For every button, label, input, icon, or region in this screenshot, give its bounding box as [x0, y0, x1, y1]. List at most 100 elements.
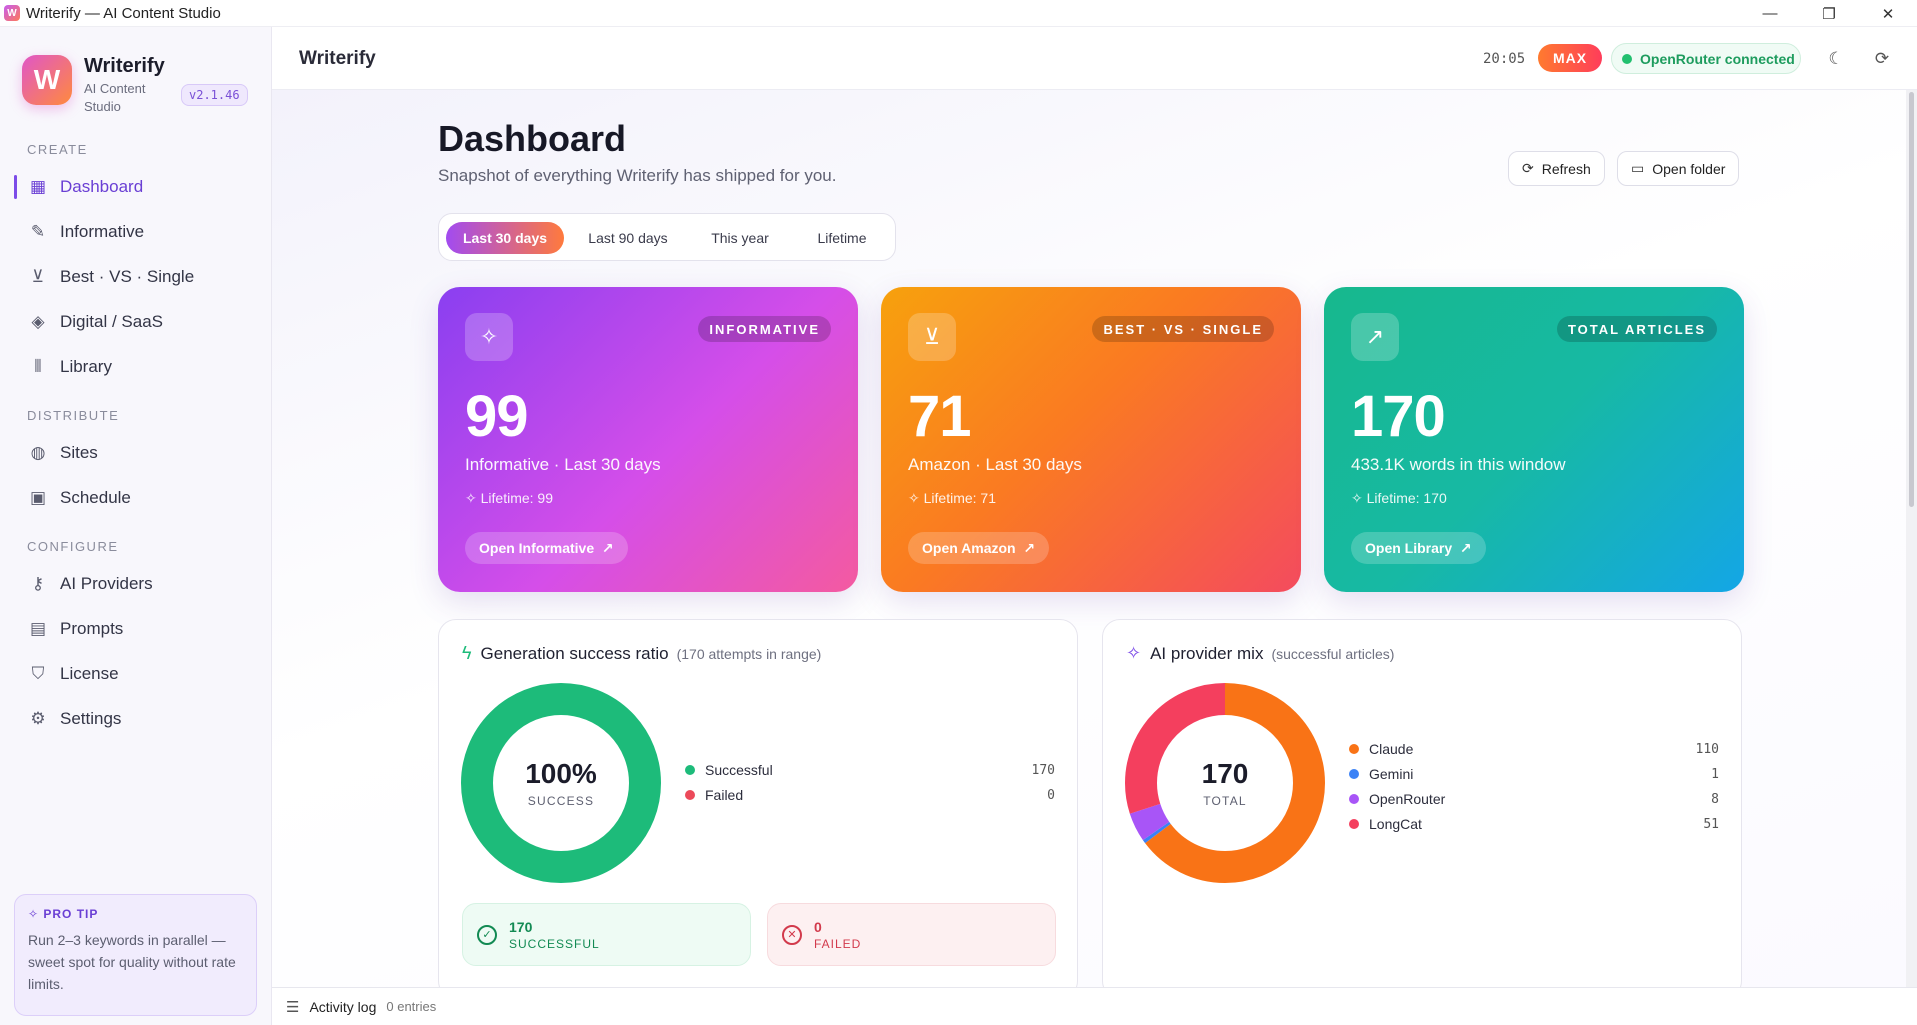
clock: 20:05 — [1483, 51, 1526, 67]
window-title: Writerify — AI Content Studio — [26, 4, 221, 22]
globe-icon: ◍ — [30, 443, 46, 462]
logo: W — [22, 55, 72, 105]
panel-note: (170 attempts in range) — [676, 645, 822, 662]
card-subtitle: Informative · Last 30 days — [465, 455, 661, 474]
legend-label: OpenRouter — [1369, 791, 1446, 807]
scrollbar-track[interactable] — [1906, 90, 1917, 987]
legend-item-longcat: LongCat 51 — [1349, 814, 1719, 834]
refresh-icon: ⟳ — [1522, 160, 1534, 176]
donut-slice-successful — [461, 683, 661, 883]
maximize-button[interactable]: ❐ — [1822, 5, 1836, 23]
sparkle-icon: ✧ — [908, 490, 924, 506]
sidebar-item-settings[interactable]: ⚙ Settings — [14, 700, 259, 738]
success-donut-chart — [461, 683, 661, 883]
sidebar-item-label: Informative — [60, 222, 145, 241]
page-subtitle: Snapshot of everything Writerify has shi… — [438, 166, 837, 185]
tab-this-year[interactable]: This year — [711, 230, 769, 246]
sidebar-item-prompts[interactable]: ▤ Prompts — [14, 610, 259, 648]
card-lifetime: ✧ Lifetime: 170 — [1351, 490, 1447, 506]
header-title: Writerify — [299, 48, 376, 69]
top-header: Writerify 20:05 MAX OpenRouter connected… — [272, 27, 1917, 90]
range-selector: Last 30 days Last 90 days This year Life… — [438, 213, 896, 261]
card-subtitle: 433.1K words in this window — [1351, 455, 1566, 474]
sidebar-item-dashboard[interactable]: ▦ Dashboard — [14, 168, 259, 206]
tab-lifetime[interactable]: Lifetime — [817, 230, 867, 246]
connection-status[interactable]: OpenRouter connected — [1611, 43, 1801, 74]
main-content: Dashboard Snapshot of everything Writeri… — [272, 90, 1917, 987]
stat-card-informative: ✧ INFORMATIVE 99 Informative · Last 30 d… — [438, 287, 858, 592]
legend-dot — [1349, 769, 1359, 779]
sidebar-item-label: Best · VS · Single — [60, 267, 195, 286]
successful-count-pill: ✓ 170 SUCCESSFUL — [462, 903, 751, 966]
check-circle-icon: ✓ — [477, 924, 497, 945]
sidebar-item-informative[interactable]: ✎ Informative — [14, 213, 259, 251]
sparkle-icon: ✧ — [1351, 490, 1367, 506]
card-subtitle: Amazon · Last 30 days — [908, 455, 1082, 474]
card-value: 71 — [908, 384, 972, 449]
open-library-button[interactable]: Open Library ↗ — [1351, 532, 1486, 564]
calendar-icon: ▣ — [29, 488, 47, 507]
sidebar-item-label: Library — [60, 357, 112, 376]
legend-dot — [1349, 744, 1359, 754]
library-icon: ⫴ — [34, 357, 42, 376]
theme-toggle-moon-icon[interactable]: ☾ — [1828, 49, 1844, 68]
sync-icon[interactable]: ⟳ — [1874, 49, 1890, 68]
activity-log-bar[interactable]: ☰ Activity log 0 entries — [272, 987, 1917, 1025]
page-title: Dashboard — [438, 118, 627, 159]
donut-center: 100% SUCCESS — [461, 683, 661, 883]
sidebar-item-label: Digital / SaaS — [60, 312, 163, 331]
minimize-button[interactable]: — — [1762, 5, 1778, 22]
magic-wand-icon: ✧ — [465, 313, 513, 361]
refresh-button[interactable]: ⟳ Refresh — [1508, 151, 1605, 186]
legend-item-successful: Successful 170 — [685, 760, 1055, 780]
open-informative-button[interactable]: Open Informative ↗ — [465, 532, 628, 564]
document-icon: ▤ — [29, 619, 47, 638]
sidebar-item-ai-providers[interactable]: ⚷ AI Providers — [14, 565, 259, 603]
shield-icon: ⛉ — [31, 664, 45, 683]
legend-item-openrouter: OpenRouter 8 — [1349, 789, 1719, 809]
sidebar-item-schedule[interactable]: ▣ Schedule — [14, 479, 259, 517]
arrow-up-right-icon: ↗ — [1452, 539, 1472, 556]
sparkle-icon: ✧ — [465, 490, 481, 506]
tab-last-30-days[interactable]: Last 30 days — [446, 222, 564, 254]
pro-tip-body: Run 2–3 keywords in parallel — sweet spo… — [28, 932, 236, 992]
scrollbar-thumb[interactable] — [1909, 92, 1914, 507]
sidebar-item-label: Schedule — [60, 488, 131, 507]
tab-last-90-days[interactable]: Last 90 days — [588, 230, 668, 246]
legend-item-gemini: Gemini 1 — [1349, 764, 1719, 784]
sidebar-item-label: Sites — [60, 443, 98, 462]
panel-title: Generation success ratio — [480, 643, 669, 663]
legend-label: Successful — [705, 762, 773, 778]
sidebar-item-license[interactable]: ⛉ License — [14, 655, 259, 693]
legend-label: LongCat — [1369, 816, 1422, 832]
trending-up-icon: ↗ — [1351, 313, 1399, 361]
donut-center: 170 TOTAL — [1125, 683, 1325, 883]
sidebar-item-digital-saas[interactable]: ◈ Digital / SaaS — [14, 303, 259, 341]
legend-value: 1 — [1711, 766, 1719, 782]
app-icon: W — [4, 5, 20, 21]
card-lifetime: ✧ Lifetime: 99 — [465, 490, 553, 506]
nav-section-configure: CONFIGURE — [27, 539, 119, 554]
arrow-up-right-icon: ↗ — [1015, 539, 1036, 556]
open-folder-button[interactable]: ▭ Open folder — [1617, 151, 1740, 186]
sidebar-item-sites[interactable]: ◍ Sites — [14, 434, 259, 472]
open-amazon-button[interactable]: Open Amazon ↗ — [908, 532, 1050, 564]
card-value: 170 — [1351, 384, 1446, 449]
sidebar-item-best-vs-single[interactable]: ⊻ Best · VS · Single — [14, 258, 259, 296]
arrow-up-right-icon: ↗ — [594, 539, 614, 556]
lightning-icon: ϟ — [462, 643, 472, 663]
brand-name: Writerify — [84, 55, 165, 77]
connection-label: OpenRouter connected — [1640, 50, 1795, 67]
pro-tip-card: ✧ PRO TIP Run 2–3 keywords in parallel —… — [14, 894, 257, 1016]
panel-title: AI provider mix — [1150, 643, 1264, 663]
donut-slice-longcat — [1125, 683, 1325, 883]
provider-donut-chart — [1125, 683, 1325, 883]
legend-label: Claude — [1369, 741, 1414, 757]
stat-card-total-articles: ↗ TOTAL ARTICLES 170 433.1K words in thi… — [1324, 287, 1744, 592]
legend-item-claude: Claude 110 — [1349, 739, 1719, 759]
panel-note: (successful articles) — [1271, 645, 1395, 662]
sidebar-item-library[interactable]: ⫴ Library — [14, 348, 259, 386]
sparkles-icon: ✧ — [1126, 643, 1142, 663]
close-button[interactable]: ✕ — [1881, 5, 1895, 23]
legend-dot — [1349, 794, 1359, 804]
